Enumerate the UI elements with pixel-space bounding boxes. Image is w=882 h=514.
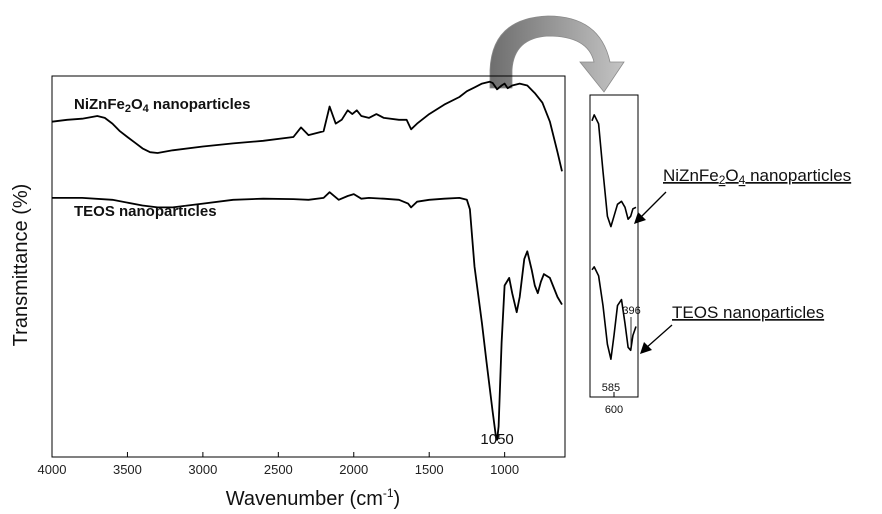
- x-tick-label: 1500: [415, 462, 444, 477]
- peak-label-1050: 1050: [480, 431, 513, 448]
- inset-x-axis: 600: [605, 392, 623, 416]
- callout-label-teos: TEOS nanoparticles: [672, 303, 824, 322]
- callout-label-nizn: NiZnFe2O4 nanoparticles: [663, 166, 851, 187]
- x-tick-label: 1000: [490, 462, 519, 477]
- inset-series-line-teos: [591, 266, 637, 360]
- peak-label-585: 585: [602, 382, 620, 394]
- x-tick-label: 4000: [38, 462, 67, 477]
- x-tick-label: 2500: [264, 462, 293, 477]
- peak-label-396: 396: [622, 305, 640, 317]
- inset-series-group: [591, 114, 637, 360]
- callout-arrow-nizn-icon: [634, 191, 667, 224]
- main-plot: 4000 3500 3000 2500 2000 1500 1000 NiZnFe2O4 n…: [10, 75, 566, 510]
- callout-arrow-teos-icon: [640, 324, 673, 354]
- main-plot-frame: [51, 75, 566, 458]
- x-axis-title: Wavenumber (cm-1): [226, 486, 400, 510]
- inset-plot-frame: [589, 94, 639, 398]
- callouts: NiZnFe2O4 nanoparticles TEOS nanoparticl…: [634, 166, 851, 354]
- y-axis-title: Transmittance (%): [10, 184, 32, 347]
- curved-arrow-icon: [489, 15, 625, 93]
- series-group: [51, 80, 563, 441]
- series-label-teos: TEOS nanoparticles: [74, 203, 217, 220]
- x-tick-label: 3500: [113, 462, 142, 477]
- series-line-teos: [52, 191, 563, 441]
- inset-x-tick-label: 600: [605, 404, 623, 416]
- series-label-nizn: NiZnFe2O4 nanoparticles: [74, 96, 250, 115]
- inset-plot: 600 396 585: [589, 94, 641, 416]
- x-tick-label: 2000: [339, 462, 368, 477]
- x-axis: 4000 3500 3000 2500 2000 1500 1000: [38, 452, 519, 477]
- inset-series-line-nizn: [591, 114, 637, 228]
- x-tick-label: 3000: [188, 462, 217, 477]
- series-line-nizn: [51, 80, 563, 172]
